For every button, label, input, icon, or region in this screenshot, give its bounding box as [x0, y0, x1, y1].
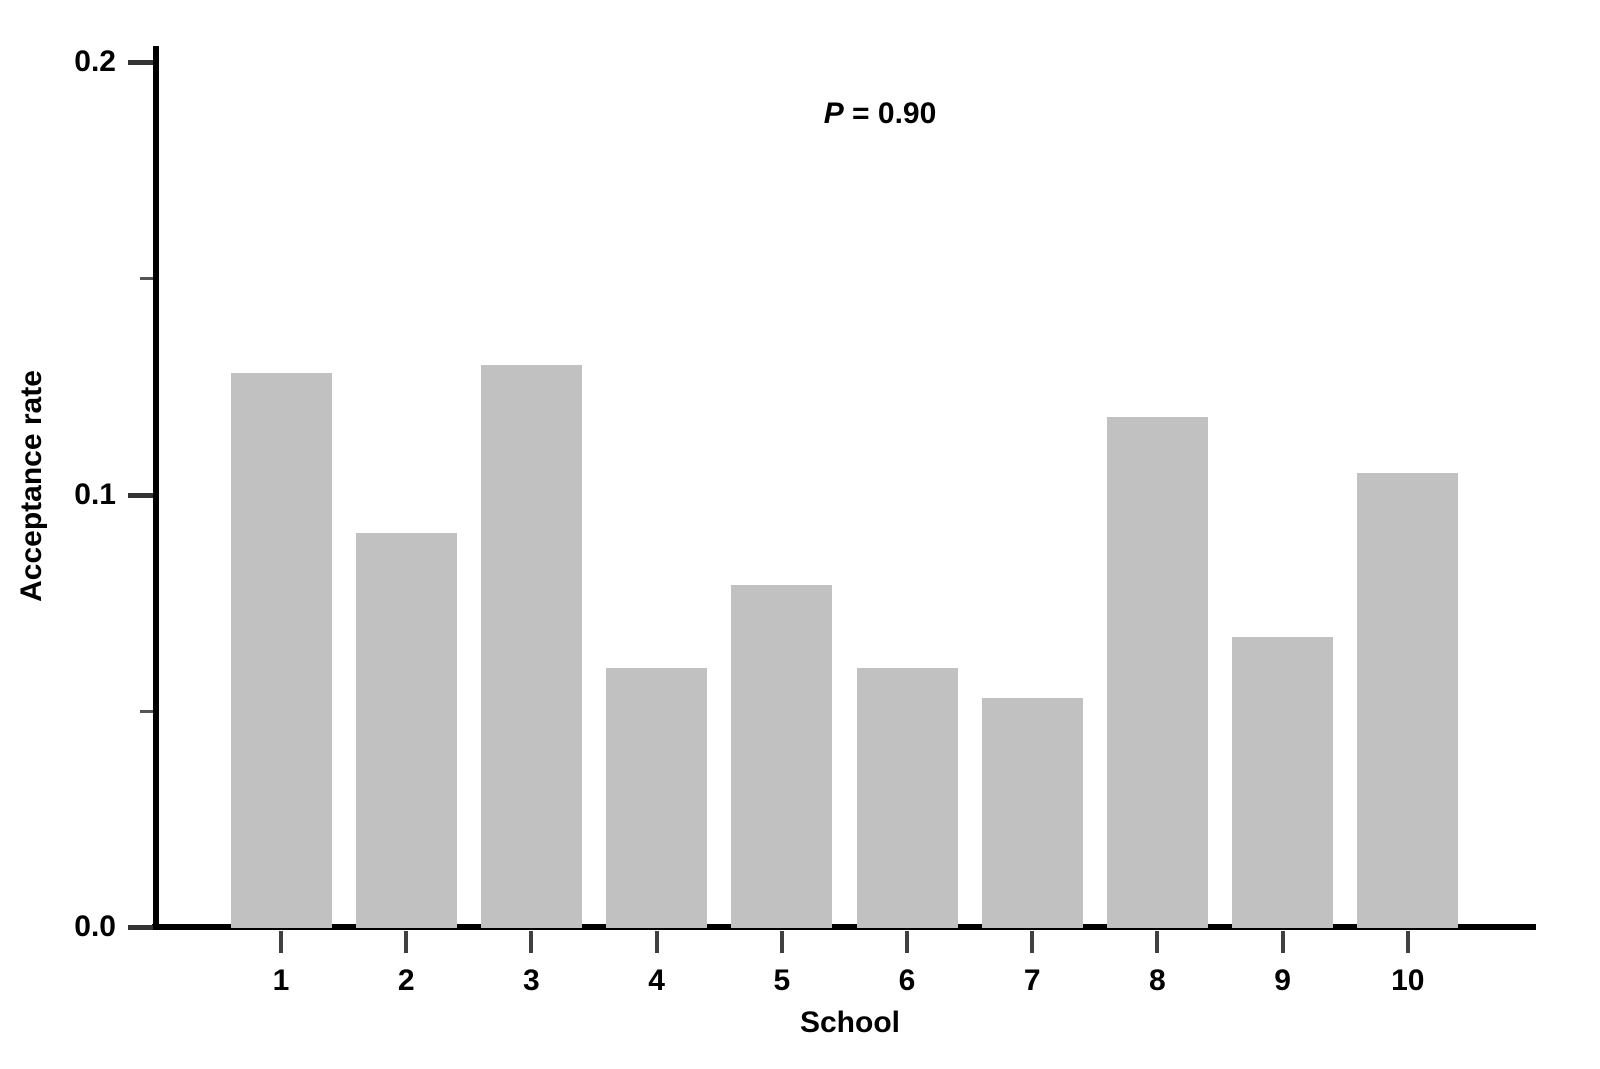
- x-tick-3: [529, 931, 534, 953]
- x-tick-10: [1405, 931, 1410, 953]
- x-tick-4: [654, 931, 659, 953]
- x-axis-title: School: [799, 1006, 901, 1039]
- x-tick-6: [905, 931, 909, 953]
- y-minor-tick-0.05: [140, 709, 153, 713]
- y-tick-0.2: [128, 60, 153, 65]
- x-tick-label-6: 6: [898, 964, 916, 997]
- x-tick-2: [404, 931, 409, 953]
- p-value-annotation: P = 0.90: [824, 97, 937, 131]
- bar-school-10: [1357, 472, 1459, 928]
- x-tick-label-9: 9: [1274, 964, 1291, 997]
- bar-school-5: [731, 585, 833, 928]
- x-tick-1: [279, 931, 283, 953]
- bar-school-4: [606, 667, 708, 928]
- bar-school-3: [480, 364, 582, 928]
- x-tick-label-1: 1: [272, 964, 290, 997]
- bar-school-6: [856, 667, 958, 928]
- x-tick-label-7: 7: [1023, 964, 1041, 997]
- bar-school-2: [355, 533, 457, 928]
- p-symbol: P: [823, 97, 844, 130]
- x-tick-9: [1280, 931, 1285, 953]
- y-axis-line: [153, 46, 159, 930]
- p-value-text: = 0.90: [843, 97, 937, 130]
- x-tick-label-10: 10: [1391, 964, 1425, 997]
- y-axis-title: Acceptance rate: [15, 370, 48, 602]
- x-tick-label-8: 8: [1149, 964, 1166, 997]
- x-tick-5: [779, 931, 784, 953]
- y-tick-label-0.2: 0.2: [74, 45, 116, 78]
- x-axis-line: [152, 924, 1536, 930]
- y-tick-label-0.1: 0.1: [74, 477, 116, 511]
- y-minor-tick-0.15: [140, 277, 153, 281]
- x-tick-label-4: 4: [648, 964, 665, 997]
- bar-school-1: [230, 373, 332, 928]
- x-tick-label-2: 2: [397, 964, 415, 997]
- bar-school-9: [1232, 637, 1334, 928]
- x-tick-label-3: 3: [523, 964, 540, 997]
- y-tick-0.1: [128, 492, 153, 498]
- x-tick-8: [1155, 931, 1160, 953]
- bar-school-8: [1106, 416, 1208, 928]
- bar-school-7: [981, 697, 1083, 928]
- x-tick-label-5: 5: [773, 964, 791, 997]
- y-tick-label-0.0: 0.0: [74, 910, 116, 943]
- y-tick-0.0: [128, 925, 153, 930]
- x-tick-7: [1030, 931, 1035, 953]
